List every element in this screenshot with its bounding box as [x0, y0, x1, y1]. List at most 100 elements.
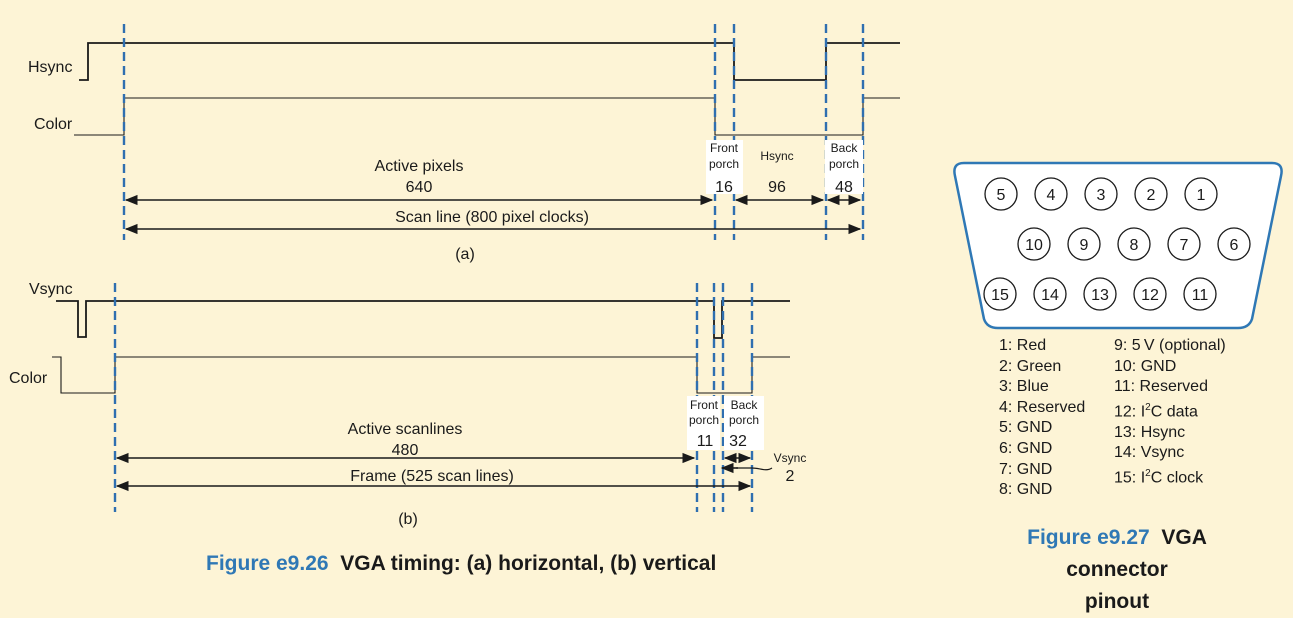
pin-circle — [1184, 177, 1218, 211]
pin-legend-item: 2: Green — [999, 357, 1062, 375]
connector-caption-text-2: pinout — [1084, 590, 1150, 613]
v-color-waveform — [52, 356, 790, 394]
pin-5: 5 — [984, 177, 1018, 211]
pin-legend-item: 9: 5 V (optional) — [1114, 337, 1226, 354]
pin-9: 9 — [1067, 227, 1101, 261]
pin-number: 9 — [1080, 237, 1089, 254]
pin-legend-item: 12: I2C data — [1114, 401, 1198, 421]
pin-number: 5 — [997, 187, 1006, 204]
pin-number: 8 — [1130, 237, 1139, 254]
hsync-waveform — [79, 42, 900, 81]
active-pixels-label: Active pixels — [375, 158, 464, 175]
pin-legend-item: 10: GND — [1114, 357, 1177, 375]
active-scanlines-label: Active scanlines — [348, 421, 463, 438]
pin-legend-item: 4: Reserved — [999, 398, 1086, 416]
pin-legend-item: 7: GND — [999, 460, 1053, 478]
connector-caption-number: Figure e9.27 — [1027, 526, 1150, 549]
v-back-label-2: porch — [729, 413, 759, 427]
active-scanlines-value: 480 — [392, 442, 419, 459]
pin-15: 15 — [983, 277, 1017, 311]
connector-pins: 5 4 3 2 1 10 9 8 7 6 15 14 13 12 11 — [983, 177, 1251, 311]
v-back-label-1: Back — [731, 398, 759, 412]
pin-14: 14 — [1033, 277, 1067, 311]
color-waveform — [74, 97, 900, 136]
pin-circle — [1167, 227, 1201, 261]
v-back-label-bg — [724, 396, 764, 450]
v-front-label-bg — [687, 396, 720, 450]
pin-number: 12 — [1141, 287, 1159, 304]
pin-3: 3 — [1084, 177, 1118, 211]
v-sync-leader — [736, 467, 773, 471]
pin-circle — [1067, 227, 1101, 261]
h-back-label-2: porch — [829, 157, 859, 171]
pin-number: 6 — [1230, 237, 1239, 254]
v-back-value: 32 — [729, 433, 747, 450]
pin-legend-item: 13: Hsync — [1114, 423, 1186, 441]
pin-legend-item: 8: GND — [999, 481, 1053, 499]
pin-circle — [1034, 177, 1068, 211]
vsync-waveform — [56, 300, 790, 339]
pin-10: 10 — [1017, 227, 1051, 261]
pin-number: 11 — [1192, 287, 1209, 304]
pin-number: 13 — [1091, 287, 1109, 304]
pin-13: 13 — [1083, 277, 1117, 311]
v-sync-value: 2 — [786, 468, 795, 485]
pin-number: 10 — [1025, 237, 1043, 254]
pin-number: 7 — [1180, 237, 1189, 254]
pin-circle — [1217, 227, 1251, 261]
front-porch-label-bg — [706, 140, 743, 194]
h-front-label-2: porch — [709, 157, 739, 171]
h-sync-value: 96 — [768, 179, 786, 196]
v-front-label-1: Front — [690, 398, 719, 412]
pin-8: 8 — [1117, 227, 1151, 261]
timing-caption: Figure e9.26 VGA timing: (a) horizontal,… — [206, 552, 716, 576]
pin-circle — [1033, 277, 1067, 311]
h-back-label-1: Back — [831, 141, 859, 155]
v-front-label-2: porch — [689, 413, 719, 427]
pin-4: 4 — [1034, 177, 1068, 211]
pin-circle — [1134, 177, 1168, 211]
connector-caption-text-1: VGA connector — [1066, 526, 1207, 581]
scan-line-label: Scan line (800 pixel clocks) — [395, 209, 589, 226]
color-signal-label: Color — [34, 116, 73, 133]
vertical-sub-label: (b) — [398, 511, 418, 528]
v-front-value: 11 — [697, 433, 714, 450]
pin-legend-item: 3: Blue — [999, 378, 1049, 396]
hsync-signal-label: Hsync — [28, 59, 72, 76]
vertical-timing: Vsync Color Active scanlines 480 Front p… — [9, 281, 806, 528]
timing-caption-number: Figure e9.26 — [206, 552, 329, 575]
horizontal-sub-label: (a) — [455, 246, 475, 263]
pin-circle — [1017, 227, 1051, 261]
pin-circle — [1117, 227, 1151, 261]
pin-circle — [1183, 277, 1217, 311]
pin-legend-item: 15: I2C clock — [1114, 467, 1204, 487]
pin-legend-item: 1: Red — [999, 337, 1047, 354]
pin-circle — [984, 177, 1018, 211]
h-front-label-1: Front — [710, 141, 739, 155]
pin-2: 2 — [1134, 177, 1168, 211]
pin-number: 1 — [1197, 187, 1206, 204]
pin-11: 11 — [1183, 277, 1217, 311]
pin-number: 4 — [1047, 187, 1056, 204]
pin-6: 6 — [1217, 227, 1251, 261]
pin-7: 7 — [1167, 227, 1201, 261]
pin-legend-item: 14: Vsync — [1114, 444, 1185, 462]
pin-1: 1 — [1184, 177, 1218, 211]
pin-number: 2 — [1147, 187, 1156, 204]
h-back-value: 48 — [835, 179, 853, 196]
pin-circle — [1084, 177, 1118, 211]
pin-number: 14 — [1041, 287, 1059, 304]
pin-number: 3 — [1097, 187, 1106, 204]
pin-legend-item: 5: GND — [999, 419, 1053, 437]
pin-circle — [1133, 277, 1167, 311]
frame-label: Frame (525 scan lines) — [350, 468, 514, 485]
vsync-signal-label: Vsync — [29, 281, 73, 298]
pin-circle — [983, 277, 1017, 311]
connector-caption: Figure e9.27 VGA connector pinout — [980, 522, 1254, 618]
timing-caption-text: VGA timing: (a) horizontal, (b) vertical — [340, 552, 717, 575]
pin-legend-left: 1: Red 2: Green 3: Blue 4: Reserved 5: G… — [999, 336, 1085, 501]
pin-12: 12 — [1133, 277, 1167, 311]
pin-number: 15 — [991, 287, 1009, 304]
h-front-value: 16 — [715, 179, 733, 196]
pin-legend-item: 6: GND — [999, 439, 1053, 457]
